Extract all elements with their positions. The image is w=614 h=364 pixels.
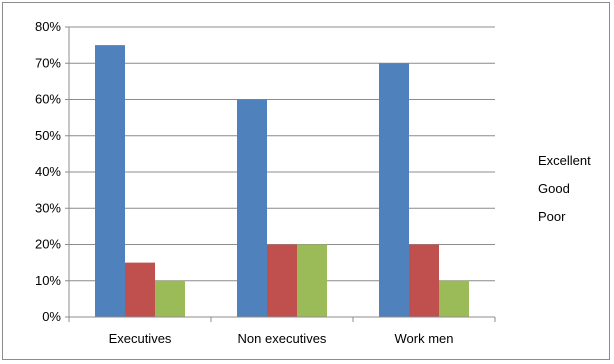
bar-excellent-work-men bbox=[379, 63, 409, 317]
bar-good-non-executives bbox=[267, 244, 297, 317]
y-tick-label: 10% bbox=[35, 273, 61, 288]
gridlines bbox=[69, 26, 495, 282]
bar-poor-executives bbox=[155, 280, 185, 317]
y-tick-label: 40% bbox=[35, 164, 61, 179]
y-tick-labels: 0% 10% 20% 30% 40% 50% 60% 70% 80% bbox=[35, 19, 61, 324]
legend: Excellent Good Poor bbox=[538, 153, 591, 224]
y-tick-label: 0% bbox=[42, 309, 61, 324]
legend-item-good: Good bbox=[538, 181, 570, 196]
chart-frame: 0% 10% 20% 30% 40% 50% 60% 70% 80% Executives Non… bbox=[2, 2, 610, 360]
y-tick-label: 80% bbox=[35, 19, 61, 34]
y-tick-label: 50% bbox=[35, 128, 61, 143]
legend-item-poor: Poor bbox=[538, 209, 566, 224]
legend-item-excellent: Excellent bbox=[538, 153, 591, 168]
y-tick-label: 70% bbox=[35, 55, 61, 70]
x-tick-label: Work men bbox=[395, 331, 454, 346]
bars bbox=[95, 45, 469, 317]
bar-chart: 0% 10% 20% 30% 40% 50% 60% 70% 80% Executives Non… bbox=[35, 19, 591, 346]
x-tick-labels: Executives Non executives Work men bbox=[109, 331, 454, 346]
bar-poor-work-men bbox=[439, 280, 469, 317]
bar-good-executives bbox=[125, 262, 155, 317]
bar-excellent-executives bbox=[95, 45, 125, 317]
x-tick-label: Executives bbox=[109, 331, 172, 346]
bar-excellent-non-executives bbox=[237, 99, 267, 317]
bar-good-work-men bbox=[409, 244, 439, 317]
y-tick-label: 60% bbox=[35, 92, 61, 107]
axes bbox=[65, 26, 496, 322]
x-tick-label: Non executives bbox=[238, 331, 327, 346]
bar-poor-non-executives bbox=[297, 244, 327, 317]
y-tick-label: 20% bbox=[35, 237, 61, 252]
y-tick-label: 30% bbox=[35, 200, 61, 215]
